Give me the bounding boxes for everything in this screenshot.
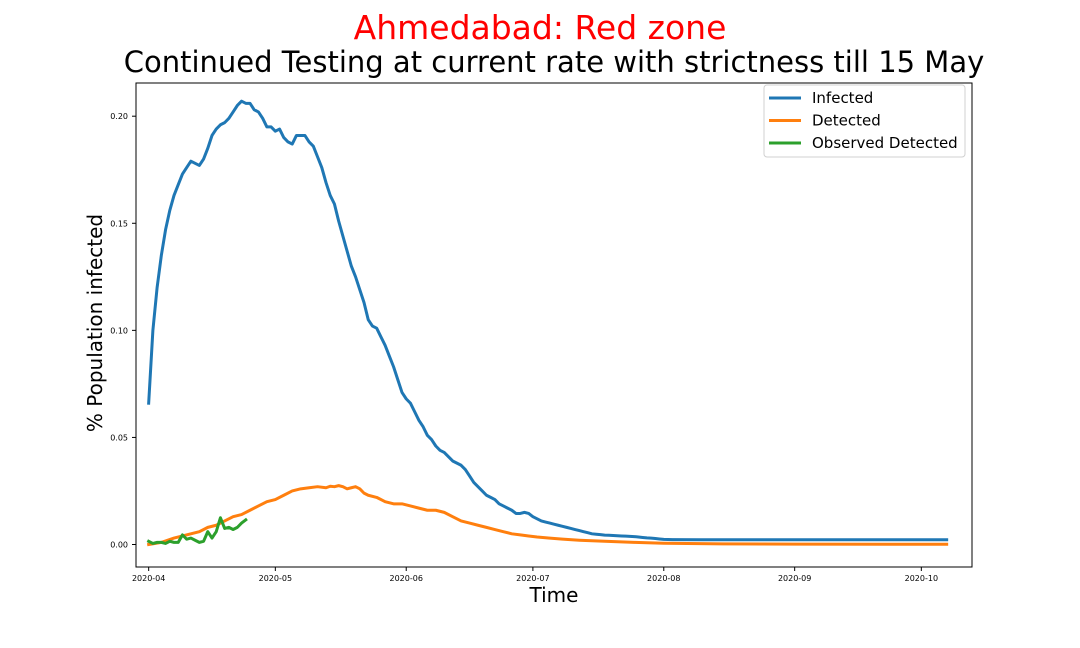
y-tick-label-4: 0.20: [110, 112, 128, 121]
y-axis: 0.00 0.05 0.10 0.15 0.20: [110, 112, 136, 550]
legend-label-2: Observed Detected: [812, 134, 958, 152]
chart-subtitle: Continued Testing at current rate with s…: [124, 45, 985, 79]
x-tick-label-2: 2020-06: [390, 574, 423, 583]
y-axis-label: % Population infected: [83, 214, 107, 432]
legend-box: [763, 84, 966, 158]
x-tick-label-6: 2020-10: [905, 574, 938, 583]
chart-title: Ahmedabad: Red zone: [354, 8, 727, 47]
x-axis: 2020-04 2020-05 2020-06 2020-07 2020-08 2020-…: [132, 567, 938, 583]
plot-area: [135, 82, 973, 568]
x-tick-label-5: 2020-09: [778, 574, 811, 583]
series-line-detected: [146, 484, 949, 547]
x-tick-label-0: 2020-04: [132, 574, 165, 583]
y-tick-label-1: 0.05: [110, 433, 128, 442]
y-tick-label-0: 0.00: [110, 541, 128, 550]
legend: Infected Detected Observed Detected: [763, 84, 966, 158]
x-tick-label-3: 2020-07: [516, 574, 549, 583]
y-tick-label-3: 0.15: [110, 219, 128, 228]
series-lines: [146, 99, 949, 547]
legend-label-0: Infected: [812, 89, 873, 107]
x-tick-label-4: 2020-08: [647, 574, 680, 583]
x-tick-label-1: 2020-05: [259, 574, 292, 583]
series-line-infected: [147, 99, 949, 542]
series-line-observed-detected: [146, 516, 248, 545]
x-axis-label: Time: [529, 583, 579, 607]
y-tick-label-2: 0.10: [110, 326, 128, 335]
legend-label-1: Detected: [812, 112, 881, 130]
